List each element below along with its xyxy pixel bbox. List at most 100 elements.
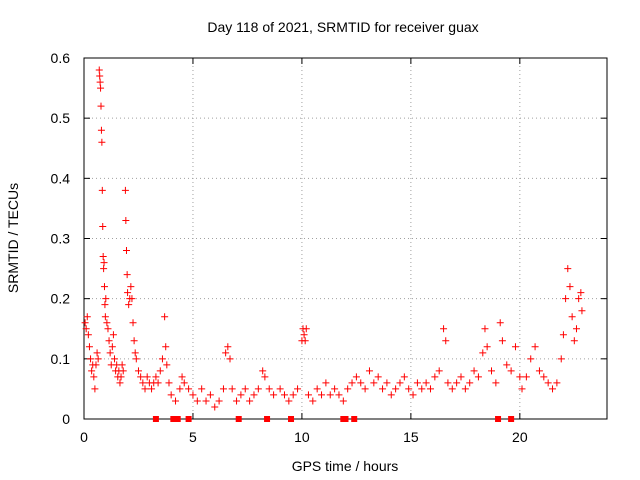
data-point [442,337,450,345]
y-axis-label: SRMTID / TECUs [5,183,21,293]
data-point [474,373,482,381]
data-point [206,391,214,399]
y-tick-label: 0.5 [51,110,71,126]
data-point [331,385,339,393]
data-point [575,295,583,303]
data-point [90,373,98,381]
data-point [100,259,108,267]
data-point [304,391,312,399]
data-point [129,319,137,327]
data-point [152,373,160,381]
y-tick-label: 0.4 [51,170,71,186]
data-point [483,343,491,351]
data-point [165,379,173,387]
data-point [96,78,104,86]
data-point [409,391,417,399]
data-point [566,283,574,291]
data-point [102,295,110,303]
data-point [134,367,142,375]
data-point [453,379,461,387]
data-point [98,138,106,146]
data-point [85,343,93,351]
data-point [104,325,112,333]
data-point [280,391,288,399]
data-point [241,385,249,393]
data-point [318,391,326,399]
data-point [335,391,343,399]
data-point [564,265,572,273]
data-point [511,343,519,351]
points-layer [81,66,586,411]
y-tick-label: 0.2 [51,291,71,307]
data-point [139,379,147,387]
data-point [161,313,169,321]
flag-marker [288,416,295,422]
data-point [557,355,565,363]
data-point [479,349,487,357]
data-point [237,391,245,399]
data-point [488,367,496,375]
x-tick-label: 15 [403,429,419,445]
data-point [154,379,162,387]
data-point [361,385,369,393]
data-point [172,397,180,405]
data-point [344,385,352,393]
data-point [125,301,133,309]
data-point [93,349,101,357]
flag-marker [152,416,159,422]
data-point [435,367,443,375]
data-point [276,385,284,393]
data-point [348,379,356,387]
data-point [481,325,489,333]
data-point [466,379,474,387]
data-point [119,367,127,375]
data-point [309,397,317,405]
data-point [130,337,138,345]
data-point [578,307,586,315]
data-point [261,373,269,381]
data-point [503,361,511,369]
data-point [132,355,140,363]
data-point [91,385,99,393]
data-point [379,385,387,393]
data-point [193,397,201,405]
data-point [185,385,193,393]
data-point [265,385,273,393]
data-point [516,373,524,381]
data-point [326,391,334,399]
data-point [302,325,310,333]
data-point [180,379,188,387]
ticks-layer: 0 0.1 0.2 0.3 0.4 0.5 0.6 0 5 10 15 20 [51,50,607,445]
data-point [572,325,580,333]
data-point [226,355,234,363]
data-point [189,391,197,399]
data-point [339,397,347,405]
flag-marker [342,416,349,422]
data-point [108,343,116,351]
data-point [492,379,500,387]
data-point [440,325,448,333]
data-point [96,72,104,80]
flag-marker [170,416,177,422]
data-point [117,373,125,381]
data-point [106,349,114,357]
data-point [522,373,530,381]
data-point [121,186,129,194]
data-point [143,373,151,381]
data-point [158,355,166,363]
data-point [198,385,206,393]
data-point [357,379,365,387]
x-tick-label: 20 [512,429,528,445]
flag-marker [174,416,181,422]
data-point [202,397,210,405]
data-point [518,385,526,393]
data-point [100,265,108,273]
data-point [123,271,131,279]
data-point [98,186,106,194]
data-point [418,385,426,393]
data-point [270,391,278,399]
x-tick-label: 5 [189,429,197,445]
data-point [448,385,456,393]
data-point [101,301,109,309]
